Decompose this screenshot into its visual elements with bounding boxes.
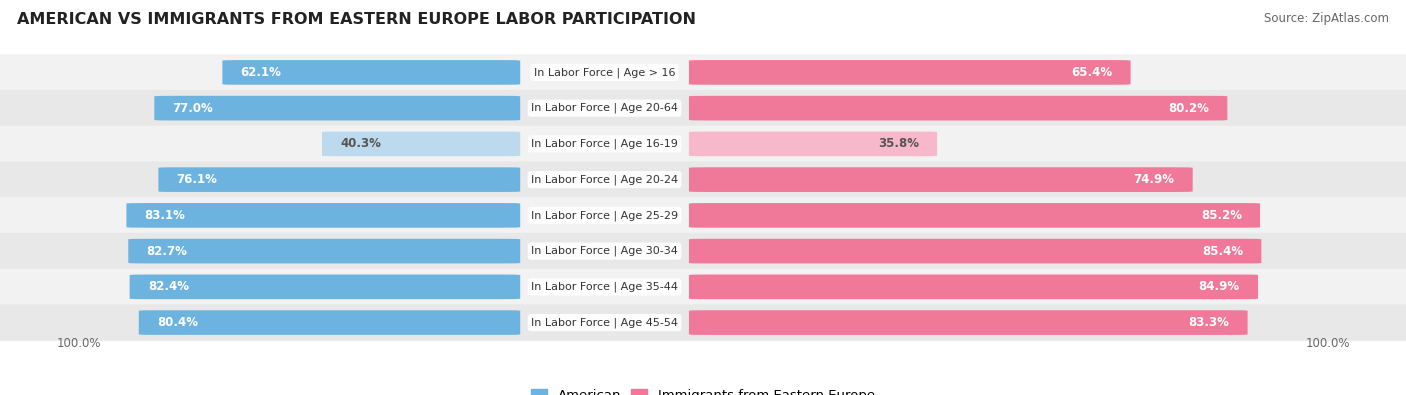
Text: 80.2%: 80.2% [1168, 102, 1209, 115]
Text: 74.9%: 74.9% [1133, 173, 1174, 186]
FancyBboxPatch shape [128, 239, 520, 263]
FancyBboxPatch shape [689, 96, 1227, 120]
FancyBboxPatch shape [0, 269, 1406, 305]
FancyBboxPatch shape [0, 126, 1406, 162]
FancyBboxPatch shape [127, 203, 520, 228]
FancyBboxPatch shape [222, 60, 520, 85]
Text: Source: ZipAtlas.com: Source: ZipAtlas.com [1264, 12, 1389, 25]
Text: 83.3%: 83.3% [1188, 316, 1229, 329]
Text: 100.0%: 100.0% [56, 337, 101, 350]
Text: AMERICAN VS IMMIGRANTS FROM EASTERN EUROPE LABOR PARTICIPATION: AMERICAN VS IMMIGRANTS FROM EASTERN EURO… [17, 12, 696, 27]
Text: In Labor Force | Age 16-19: In Labor Force | Age 16-19 [531, 139, 678, 149]
FancyBboxPatch shape [689, 275, 1258, 299]
FancyBboxPatch shape [0, 54, 1406, 90]
Text: 84.9%: 84.9% [1199, 280, 1240, 293]
FancyBboxPatch shape [0, 233, 1406, 269]
FancyBboxPatch shape [0, 305, 1406, 341]
Text: 82.4%: 82.4% [148, 280, 188, 293]
FancyBboxPatch shape [155, 96, 520, 120]
Text: 76.1%: 76.1% [177, 173, 218, 186]
Text: 83.1%: 83.1% [145, 209, 186, 222]
FancyBboxPatch shape [0, 90, 1406, 126]
Text: In Labor Force | Age > 16: In Labor Force | Age > 16 [534, 67, 675, 78]
Text: 65.4%: 65.4% [1071, 66, 1112, 79]
Text: 85.2%: 85.2% [1201, 209, 1241, 222]
Text: In Labor Force | Age 45-54: In Labor Force | Age 45-54 [531, 317, 678, 328]
FancyBboxPatch shape [689, 60, 1130, 85]
FancyBboxPatch shape [689, 310, 1247, 335]
Text: 82.7%: 82.7% [146, 245, 187, 258]
FancyBboxPatch shape [689, 167, 1192, 192]
FancyBboxPatch shape [689, 132, 936, 156]
Text: 85.4%: 85.4% [1202, 245, 1243, 258]
FancyBboxPatch shape [139, 310, 520, 335]
Text: 62.1%: 62.1% [240, 66, 281, 79]
FancyBboxPatch shape [0, 162, 1406, 198]
Text: In Labor Force | Age 25-29: In Labor Force | Age 25-29 [531, 210, 678, 221]
Text: In Labor Force | Age 35-44: In Labor Force | Age 35-44 [531, 282, 678, 292]
FancyBboxPatch shape [159, 167, 520, 192]
Text: 77.0%: 77.0% [173, 102, 214, 115]
Text: In Labor Force | Age 20-24: In Labor Force | Age 20-24 [531, 174, 678, 185]
FancyBboxPatch shape [0, 197, 1406, 233]
Text: 35.8%: 35.8% [877, 137, 918, 150]
Text: In Labor Force | Age 30-34: In Labor Force | Age 30-34 [531, 246, 678, 256]
FancyBboxPatch shape [689, 239, 1261, 263]
Text: 80.4%: 80.4% [157, 316, 198, 329]
FancyBboxPatch shape [322, 132, 520, 156]
FancyBboxPatch shape [129, 275, 520, 299]
Text: 40.3%: 40.3% [340, 137, 381, 150]
Text: 100.0%: 100.0% [1305, 337, 1350, 350]
Legend: American, Immigrants from Eastern Europe: American, Immigrants from Eastern Europe [526, 384, 880, 395]
Text: In Labor Force | Age 20-64: In Labor Force | Age 20-64 [531, 103, 678, 113]
FancyBboxPatch shape [689, 203, 1260, 228]
